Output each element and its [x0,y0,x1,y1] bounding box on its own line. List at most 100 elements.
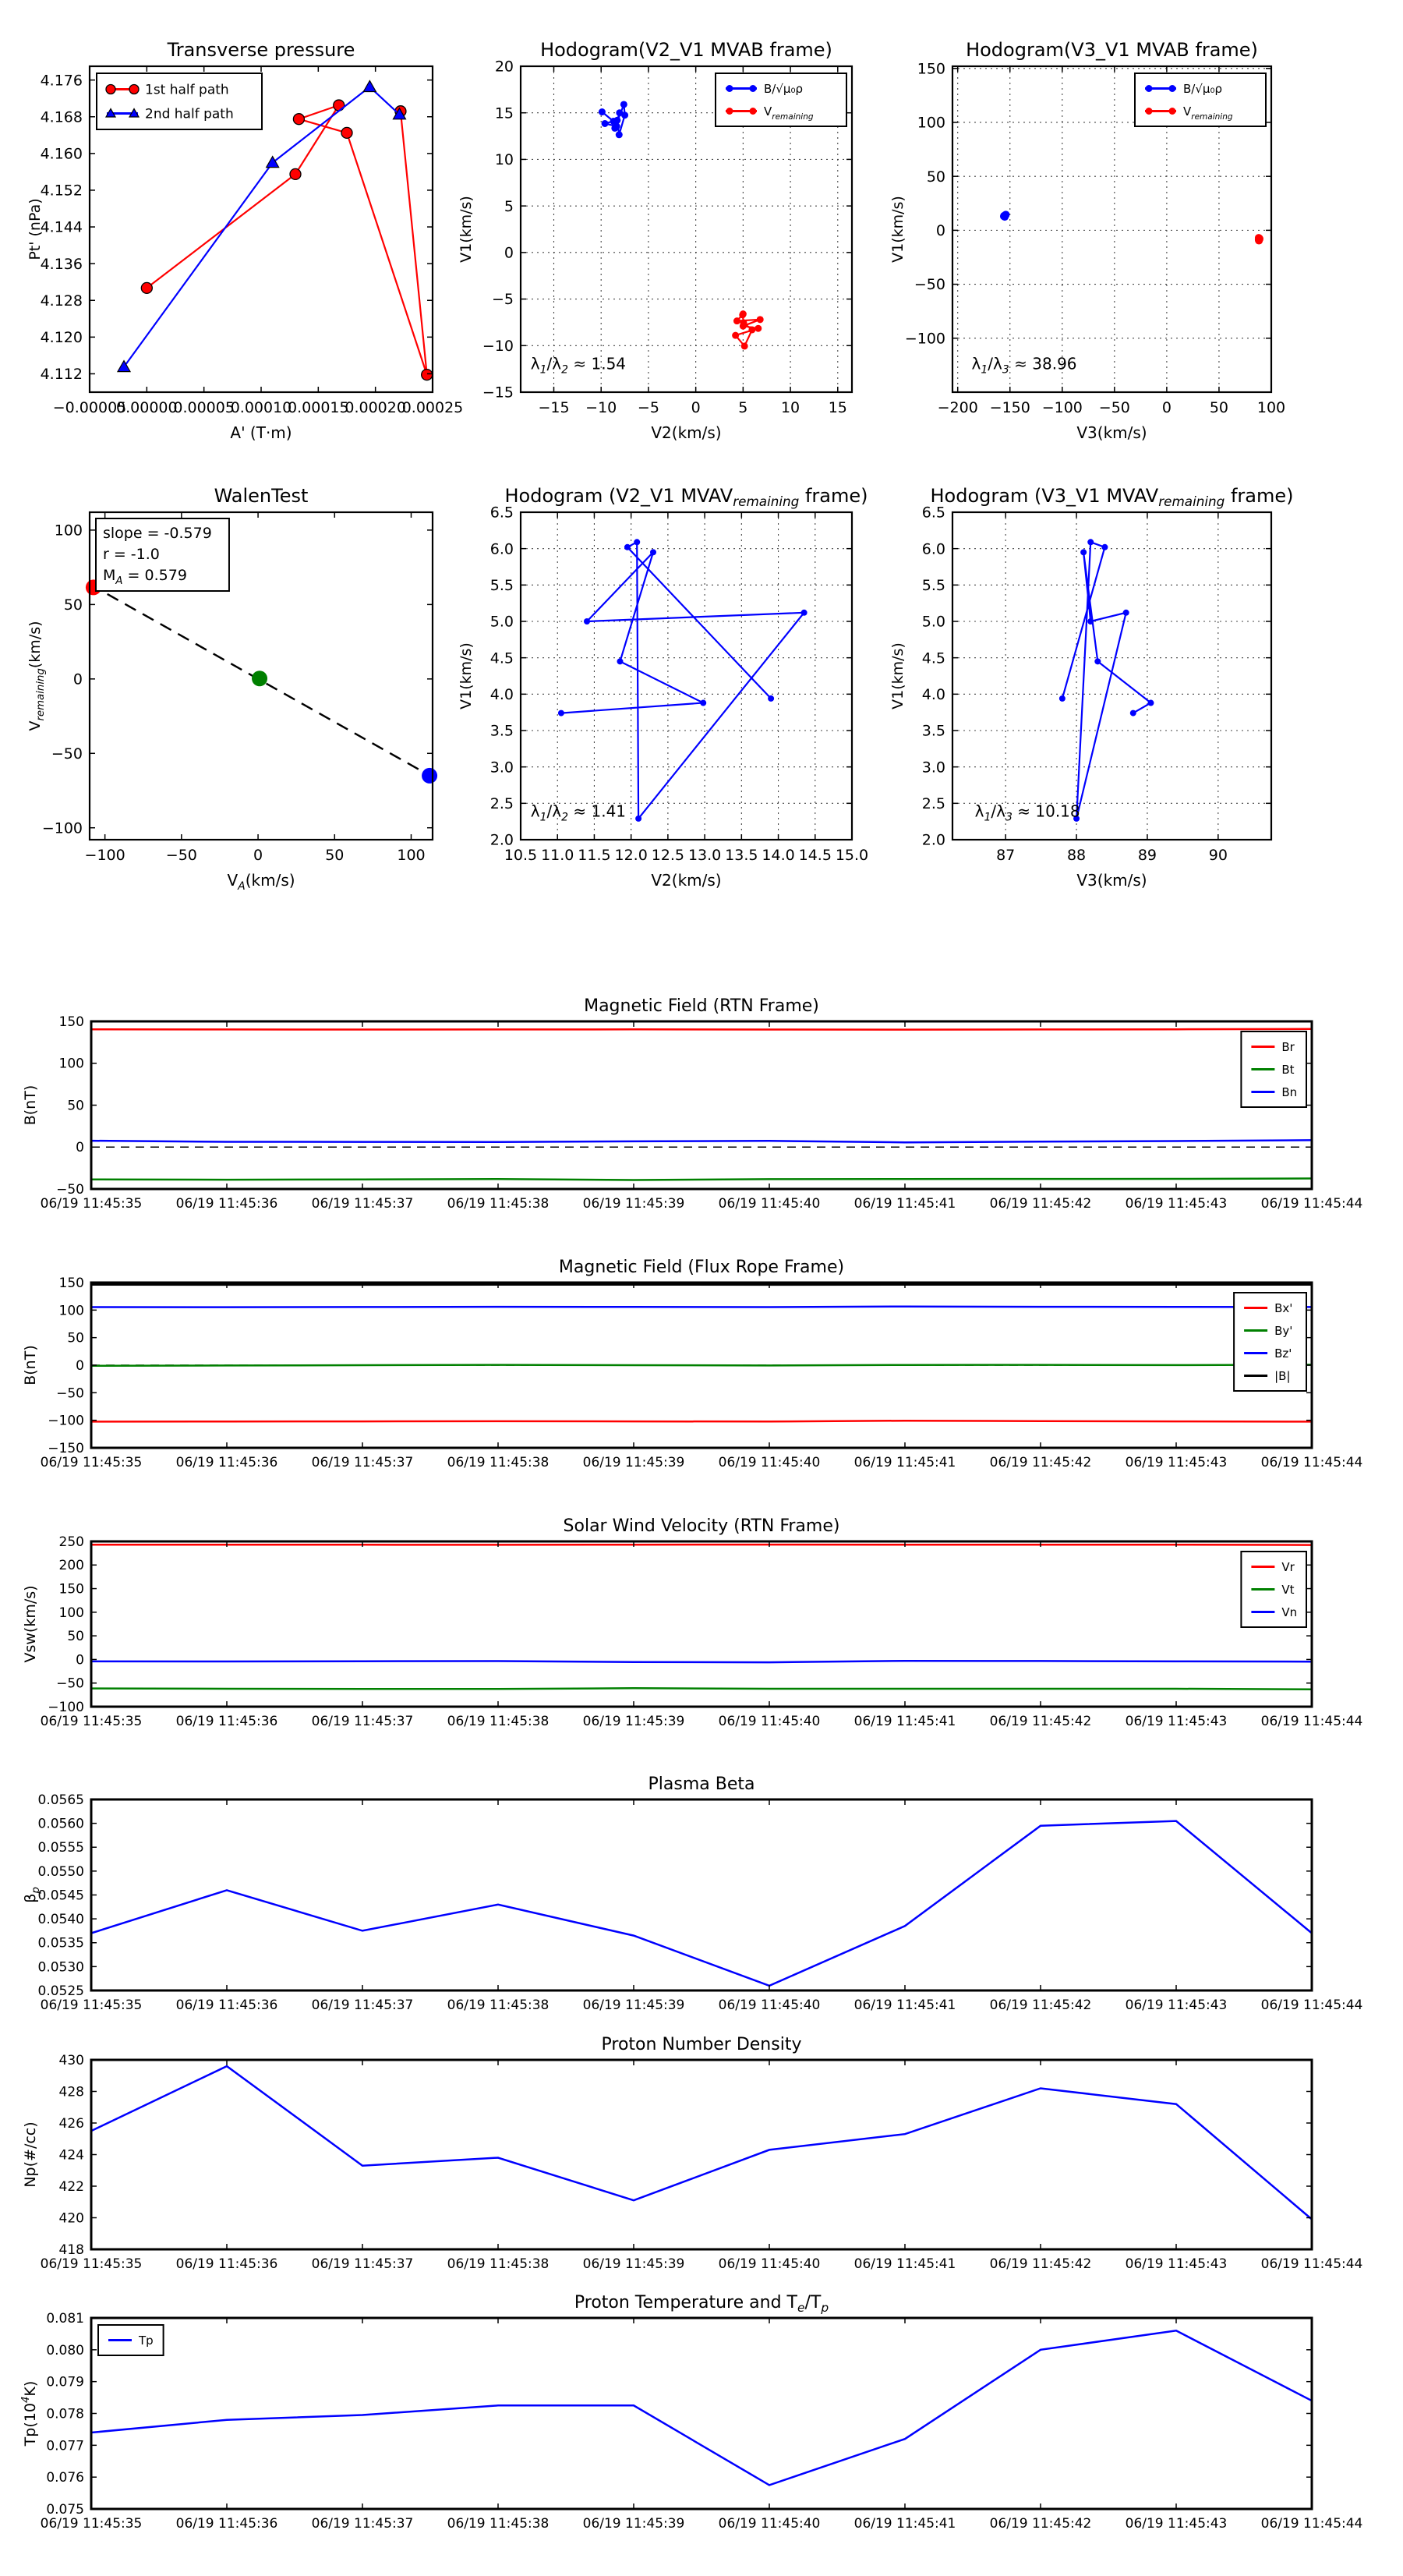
y-tick-label: 0 [73,671,83,688]
y-tick-label: 0.081 [46,2311,84,2327]
stats-line: r = -1.0 [103,546,160,563]
x-tick-label: 06/19 11:45:42 [990,1997,1092,2013]
y-tick-label: 4.176 [41,72,83,89]
series-Tp [91,2330,1312,2485]
y-axis-label: V1(km/s) [458,196,475,263]
y-tick-label: 0.080 [46,2343,84,2358]
x-tick-label: 06/19 11:45:43 [1126,1196,1228,1212]
chart-title: Plasma Beta [648,1775,755,1794]
x-tick-label: 06/19 11:45:38 [447,2256,550,2272]
x-tick-label: 0.00005 [173,399,235,416]
x-tick-label: 06/19 11:45:41 [854,2256,956,2272]
y-tick-label: 5.5 [922,577,945,594]
y-tick-label: 4.0 [490,686,514,703]
y-tick-label: 150 [917,60,945,77]
x-tick-label: 06/19 11:45:35 [41,1997,143,2013]
x-tick-label: 06/19 11:45:44 [1261,1455,1363,1470]
y-tick-label: 2.5 [490,795,514,812]
x-tick-label: 0 [1162,399,1172,416]
y-tick-label: 20 [495,58,514,76]
legend-label: Tp [138,2334,154,2348]
x-axis-label: A' (T·m) [230,423,292,442]
chart-title: Solar Wind Velocity (RTN Frame) [564,1516,840,1536]
y-tick-label: 4.112 [41,366,83,383]
y-tick-label: −100 [42,819,83,837]
x-tick-label: 06/19 11:45:39 [583,2256,685,2272]
y-tick-label: 4.120 [41,329,83,346]
y-tick-label: 0 [76,1140,84,1155]
y-tick-label: 10 [495,151,514,168]
y-tick-label: −50 [56,1676,84,1692]
y-tick-label: 424 [59,2147,84,2163]
x-tick-label: 06/19 11:45:42 [990,1196,1092,1212]
y-tick-label: −50 [51,745,83,763]
x-tick-label: −50 [1099,399,1130,416]
y-tick-label: 3.0 [922,759,945,776]
x-tick-label: 06/19 11:45:35 [41,2516,143,2532]
legend-label: Br [1281,1040,1295,1054]
x-tick-label: 06/19 11:45:38 [447,1196,550,1212]
y-axis-label: Vsw(km/s) [22,1585,39,1662]
x-tick-label: 06/19 11:45:38 [447,1714,550,1729]
y-tick-label: 100 [59,1056,84,1072]
chart-title: Proton Temperature and Te/Tp [574,2293,829,2315]
y-axis-label: Np(#/cc) [22,2121,39,2187]
x-tick-label: 50 [325,847,344,864]
x-tick-label: 12.5 [652,847,684,864]
axes-frame [521,512,852,840]
x-tick-label: 06/19 11:45:37 [312,2516,414,2532]
y-tick-label: −100 [48,1414,84,1429]
lambda-annotation: λ1/λ2 ≈ 1.41 [531,802,626,824]
y-tick-label: −50 [914,276,945,293]
y-tick-label: 0 [76,1652,84,1668]
legend-label: 1st half path [145,82,229,97]
y-tick-label: 3.0 [490,759,514,776]
axes-frame [91,1021,1312,1189]
x-axis-label: VA(km/s) [227,871,295,893]
x-tick-label: 06/19 11:45:43 [1126,2256,1228,2272]
y-tick-label: 100 [59,1605,84,1621]
y-tick-label: 4.168 [41,108,83,126]
x-tick-label: 06/19 11:45:44 [1261,2256,1363,2272]
x-tick-label: −50 [166,847,197,864]
x-tick-label: 06/19 11:45:44 [1261,1997,1363,2013]
x-tick-label: 06/19 11:45:41 [854,1455,956,1470]
legend-label: Vt [1281,1583,1294,1597]
y-tick-label: −100 [48,1700,84,1715]
legend: Bx'By'Bz'|B| [1234,1293,1306,1391]
x-tick-label: 06/19 11:45:35 [41,1455,143,1470]
axes-frame [91,2318,1312,2509]
x-tick-label: 06/19 11:45:41 [854,1997,956,2013]
lambda-annotation: λ1/λ3 ≈ 38.96 [972,355,1077,377]
axes-frame [952,512,1271,840]
x-tick-label: 14.5 [799,847,832,864]
series-Bn [91,1140,1312,1142]
y-tick-label: 3.5 [922,723,945,740]
x-tick-label: −100 [85,847,125,864]
x-tick-label: −5 [638,399,659,416]
y-tick-label: 150 [59,1276,84,1291]
y-axis-label: V1(km/s) [889,642,906,709]
x-tick-label: 06/19 11:45:43 [1126,2516,1228,2532]
y-tick-label: 0.0545 [38,1888,84,1903]
x-tick-label: 0.00010 [231,399,292,416]
x-axis-label: V2(km/s) [651,871,721,890]
x-tick-label: 06/19 11:45:38 [447,1997,550,2013]
y-tick-label: 4.5 [922,649,945,667]
x-tick-label: 06/19 11:45:43 [1126,1997,1228,2013]
x-tick-label: 06/19 11:45:39 [583,1196,685,1212]
x-tick-label: 06/19 11:45:35 [41,1196,143,1212]
x-tick-label: 06/19 11:45:37 [312,2256,414,2272]
x-tick-label: 06/19 11:45:36 [176,1714,278,1729]
chart-title: Hodogram(V3_V1 MVAB frame) [966,39,1258,61]
y-tick-label: 0 [76,1358,84,1374]
series-v-hodogram [561,542,804,819]
y-tick-label: 0.0550 [38,1864,84,1880]
y-tick-label: 150 [59,1582,84,1598]
